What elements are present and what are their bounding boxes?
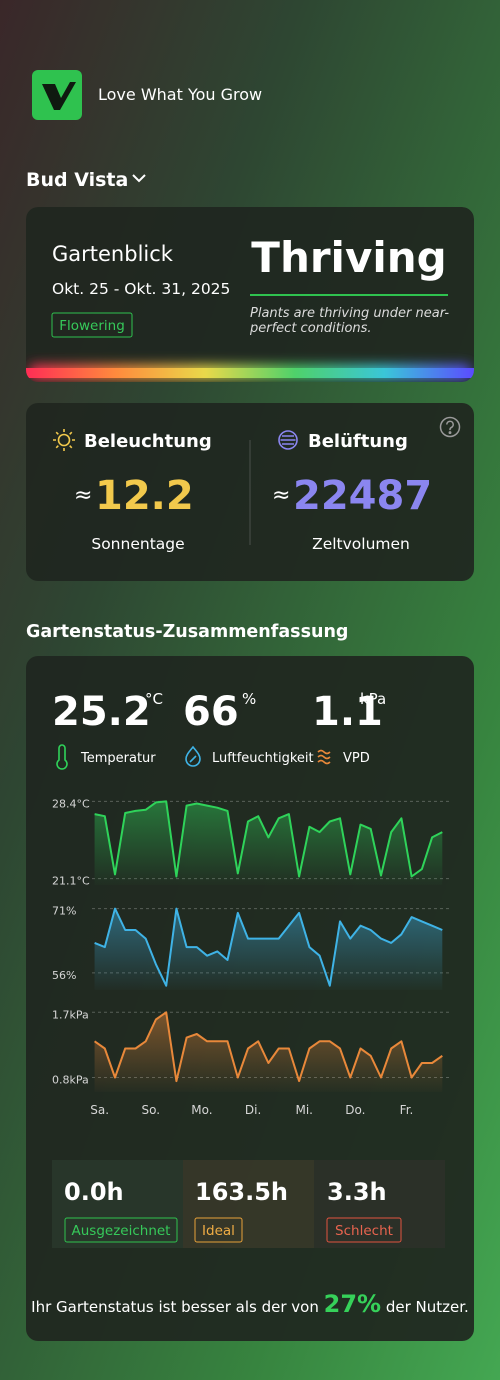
summary-title: Gartenstatus-Zusammenfassung <box>26 622 348 642</box>
hours-cell <box>52 1160 183 1248</box>
x-tick-label: So. <box>142 1103 161 1117</box>
y-tick-label: 71% <box>52 905 76 918</box>
area <box>94 801 443 885</box>
stage: Flowering <box>59 318 125 334</box>
y-tick-label: 21.1°C <box>52 875 90 888</box>
overview-dates: Okt. 25 - Okt. 31, 2025 <box>52 280 230 298</box>
hours-label: Ausgezeichnet <box>72 1223 171 1239</box>
ventilation-unit: Zeltvolumen <box>312 535 410 553</box>
stat-value: 25.2 <box>52 689 151 735</box>
x-tick-label: Mo. <box>191 1103 212 1117</box>
lighting-approx: ≈ <box>74 483 92 508</box>
chevron[interactable] <box>132 174 146 183</box>
stat-unit: °C <box>145 690 163 708</box>
rainbow-bar <box>26 368 474 378</box>
vent-icon <box>278 430 298 450</box>
x-tick-label: Fr. <box>400 1103 414 1117</box>
thermometer-icon <box>56 744 68 770</box>
hours-label: Ideal <box>202 1223 235 1239</box>
stat-value: 1.1 <box>312 689 383 735</box>
status-description-box: Plants are thriving under near-perfect c… <box>250 306 450 336</box>
footer: Ihr Gartenstatus ist besser als der von … <box>31 1290 469 1318</box>
hours-badge <box>326 1217 402 1243</box>
x-tick-label: Sa. <box>90 1103 109 1117</box>
line <box>94 800 443 878</box>
hours-value: 3.3h <box>327 1178 387 1206</box>
sun-icon <box>53 429 75 451</box>
logo-mark <box>42 82 76 110</box>
stage-badge <box>51 312 133 338</box>
status: Thriving <box>251 233 446 282</box>
hours-cell <box>314 1160 445 1248</box>
stat-label: VPD <box>343 751 370 766</box>
stat-label: Luftfeuchtigkeit <box>212 751 314 766</box>
humidity-icon <box>185 745 201 767</box>
footer-highlight: 27% <box>324 1290 381 1318</box>
x-tick-label: Di. <box>245 1103 261 1117</box>
y-tick-label: 28.4°C <box>52 797 90 810</box>
lighting-value: 12.2 <box>95 473 194 519</box>
hours-label: Schlecht <box>335 1223 393 1239</box>
hours-value: 0.0h <box>64 1178 124 1206</box>
brand: Love What You Grow <box>98 85 262 104</box>
line <box>94 907 443 987</box>
lighting-label: Beleuchtung <box>84 431 212 452</box>
stat-label: Temperatur <box>80 751 156 766</box>
y-tick-label: 56% <box>52 969 76 982</box>
area <box>94 1012 443 1092</box>
stat-value: 66 <box>183 689 239 735</box>
lighting-unit: Sonnentage <box>91 535 184 553</box>
y-tick-label: 0.8kPa <box>52 1074 89 1087</box>
overview-title: Gartenblick <box>52 242 174 266</box>
ventilation-label: Belüftung <box>308 431 408 452</box>
footer-text: Ihr Gartenstatus ist besser als der von <box>31 1298 319 1316</box>
site-name[interactable]: Bud Vista <box>26 169 128 191</box>
vpd-icon <box>317 749 331 765</box>
line <box>94 1011 443 1083</box>
hours-badge <box>64 1217 178 1243</box>
hours-badge <box>194 1217 243 1243</box>
help-icon[interactable] <box>439 416 461 438</box>
stat-unit: kPa <box>360 690 386 708</box>
status-description: Plants are thriving under near-perfect c… <box>250 306 450 336</box>
ventilation-value: 22487 <box>293 473 432 519</box>
stat-unit: % <box>242 690 256 708</box>
footer-text: der Nutzer. <box>386 1298 469 1316</box>
charts: 28.4°C 21.1°C 71% 56% 1.7kPa 0.8kPa Sa. So. Mo. D… <box>52 797 450 1117</box>
ventilation-approx: ≈ <box>272 483 290 508</box>
y-tick-label: 1.7kPa <box>52 1008 89 1021</box>
hours-cell <box>183 1160 314 1248</box>
x-tick-label: Mi. <box>295 1103 313 1117</box>
hours-value: 163.5h <box>195 1178 288 1206</box>
x-tick-label: Do. <box>345 1103 365 1117</box>
